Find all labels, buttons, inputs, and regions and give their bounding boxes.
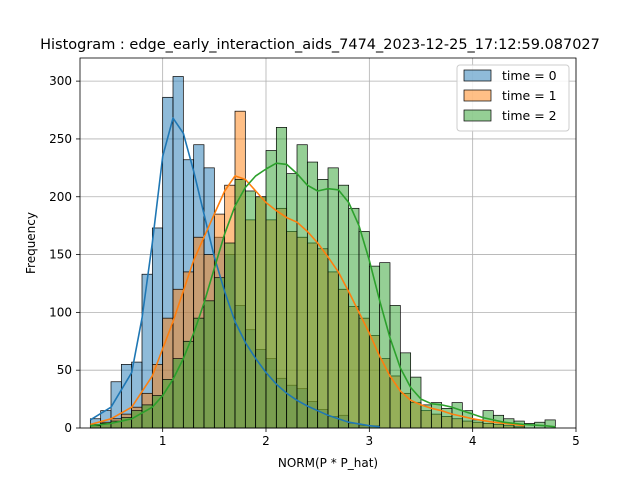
bar-time-2-bin-30 — [399, 352, 412, 429]
bar-time-2-bin-23 — [327, 167, 339, 429]
y-tick-label: 100 — [49, 305, 72, 319]
legend-label-time-1: time = 1 — [502, 88, 557, 103]
legend-swatch-time-0 — [463, 69, 492, 82]
bar-time-2-bin-33 — [430, 402, 443, 429]
x-tick-label: 1 — [159, 434, 167, 448]
kde-lines — [89, 117, 556, 428]
bar-time-2-bin-37 — [472, 419, 484, 429]
bar-time-2-bin-15 — [244, 190, 257, 429]
x-axis-label: NORM(P * P_hat) — [278, 456, 378, 470]
bar-time-2-bin-11 — [203, 300, 215, 429]
y-tick-label: 300 — [49, 74, 72, 88]
x-tick-label: 2 — [262, 434, 270, 448]
y-axis-label: Frequency — [24, 212, 38, 274]
legend-swatch-time-2 — [463, 109, 492, 122]
y-tick-label: 50 — [57, 363, 72, 377]
legend-label-time-0: time = 0 — [502, 68, 557, 83]
x-tick-label: 3 — [366, 434, 374, 448]
plot-frame — [79, 57, 577, 429]
legend-swatch-time-1 — [463, 89, 492, 102]
y-tick-label: 150 — [49, 248, 72, 262]
bar-time-2-bin-29 — [389, 305, 401, 429]
x-tick-label: 4 — [469, 434, 477, 448]
bar-time-2-bin-21 — [306, 161, 319, 429]
bar-time-2-bin-19 — [286, 173, 298, 429]
kde-line-time-1 — [90, 175, 525, 427]
y-tick-label: 0 — [64, 421, 72, 435]
bar-time-2-bin-27 — [368, 265, 381, 429]
bar-time-2-bin-20 — [296, 144, 308, 429]
y-tick-label: 200 — [49, 190, 72, 204]
bar-time-2-bin-16 — [255, 196, 267, 429]
bar-time-2-bin-10 — [193, 317, 205, 429]
bar-time-2-bin-12 — [213, 277, 226, 429]
bar-time-2-bin-17 — [265, 150, 277, 429]
kde-line-time-0 — [89, 117, 380, 428]
y-axis: 0 50 100 150 200 250 300 — [49, 74, 80, 435]
bar-time-2-bin-25 — [348, 207, 360, 429]
bar-time-2-bin-18 — [275, 127, 288, 429]
chart-title: Histogram : edge_early_interaction_aids_… — [40, 37, 600, 53]
x-tick-label: 5 — [572, 434, 580, 448]
legend: time = 0 time = 1 time = 2 — [456, 64, 570, 132]
bar-time-2-bin-28 — [379, 262, 391, 429]
kde-line-time-2 — [90, 162, 556, 428]
bar-time-2-bin-22 — [317, 179, 329, 429]
bar-time-2-bin-24 — [337, 184, 350, 429]
bar-time-2-bin-14 — [234, 179, 246, 429]
legend-label-time-2: time = 2 — [502, 108, 557, 123]
y-tick-label: 250 — [49, 132, 72, 146]
x-axis: 1 2 3 4 5 — [159, 428, 580, 448]
bar-time-2-bin-13 — [224, 242, 236, 429]
